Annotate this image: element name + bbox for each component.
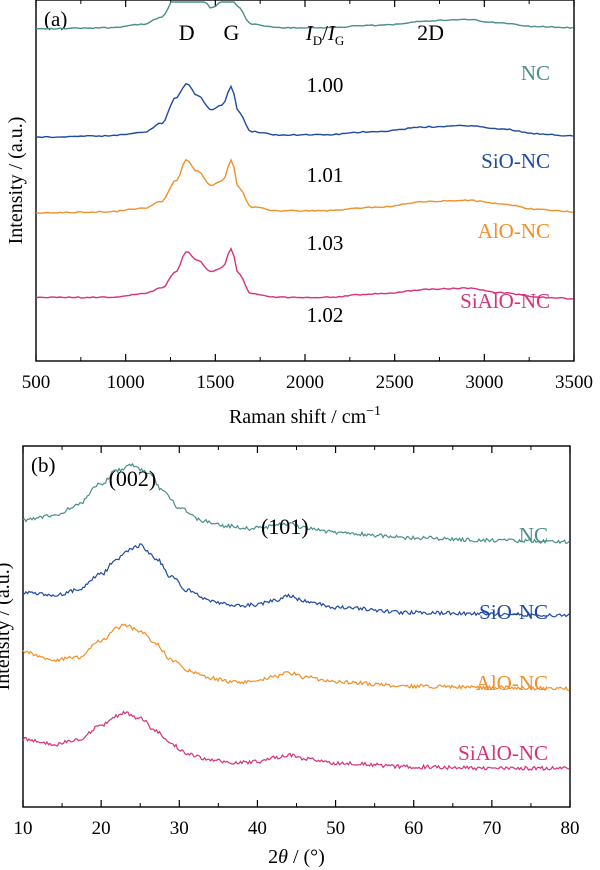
series-label-sialo-nc: SiAlO-NC <box>460 289 550 313</box>
x-tick-label: 1000 <box>107 372 145 393</box>
ratio-value: 1.03 <box>307 231 344 255</box>
panel-label: (b) <box>31 453 56 477</box>
x-axis-title: Raman shift / cm−1 <box>229 404 381 428</box>
x-tick-label: 30 <box>170 818 189 839</box>
x-axis-title-theta: θ <box>278 846 288 868</box>
x-tick-label: 2500 <box>376 372 414 393</box>
ratio-header-sub2: G <box>335 33 344 48</box>
ratio-value: 1.02 <box>307 303 344 327</box>
series-line-sio-nc <box>35 82 574 139</box>
series-line-sialo-nc <box>35 247 574 300</box>
x-axis-title-rest: / (°) <box>288 846 325 868</box>
ratio-header: ID/IG <box>305 21 345 48</box>
y-axis-title: Intensity / (a.u.) <box>0 563 14 691</box>
x-tick-label: 500 <box>22 372 51 393</box>
series-label-nc: NC <box>521 61 550 85</box>
peak-label: (002) <box>109 466 157 491</box>
series-line-sio-nc <box>22 543 570 618</box>
series-line-sialo-nc <box>22 710 570 771</box>
ratio-header-sub: D <box>313 33 322 48</box>
x-tick-label: 40 <box>248 818 267 839</box>
peak-label: 2D <box>417 20 444 45</box>
x-tick-label: 3500 <box>555 372 593 393</box>
series-label-sio-nc: SiO-NC <box>481 149 550 173</box>
ratio-header-i2: I <box>327 21 336 45</box>
x-tick-label: 10 <box>14 818 33 839</box>
chart-panel-a: 500 1000 1500 2000 2500 3000 3500 Intensity / (… <box>5 0 593 428</box>
series-label-sialo-nc: SiAlO-NC <box>458 741 548 765</box>
ratio-value: 1.01 <box>307 163 344 187</box>
x-tick-label: 50 <box>326 818 345 839</box>
x-axis-title-main: Raman shift / cm <box>229 406 367 428</box>
x-tick-label: 2000 <box>286 372 324 393</box>
ratio-value: 1.00 <box>307 73 344 97</box>
series-label-alo-nc: AlO-NC <box>478 219 550 243</box>
series-label-alo-nc: AlO-NC <box>476 671 548 695</box>
x-tick-label: 70 <box>482 818 501 839</box>
panel-label: (a) <box>44 7 67 31</box>
ratio-header-slash: / <box>322 21 328 45</box>
series-line-alo-nc <box>22 623 570 692</box>
series-line-nc <box>22 462 570 545</box>
x-tick-label: 20 <box>92 818 111 839</box>
series-label-nc: NC <box>519 523 548 547</box>
x-axis-title: 2θ / (°) <box>268 846 325 868</box>
x-axis-title-main: 2 <box>268 846 278 868</box>
y-axis-title: Intensity / (a.u.) <box>5 117 27 245</box>
x-axis-title-sup: −1 <box>366 404 381 419</box>
x-tick-label: 1500 <box>196 372 234 393</box>
x-tick-label: 80 <box>561 818 580 839</box>
peak-label: (101) <box>261 514 309 539</box>
series-line-nc <box>36 1 574 30</box>
series-line-alo-nc <box>35 158 574 215</box>
peak-label: D <box>179 20 195 45</box>
ratio-header-i: I <box>305 21 314 45</box>
x-tick-label: 3000 <box>465 372 503 393</box>
chart-panel-b: 10 20 30 40 50 60 70 80 Intensity / (a.u.) (b) 2θ … <box>0 445 580 868</box>
peak-label: G <box>224 20 240 45</box>
x-tick-label: 60 <box>404 818 423 839</box>
series-label-sio-nc: SiO-NC <box>479 600 548 624</box>
